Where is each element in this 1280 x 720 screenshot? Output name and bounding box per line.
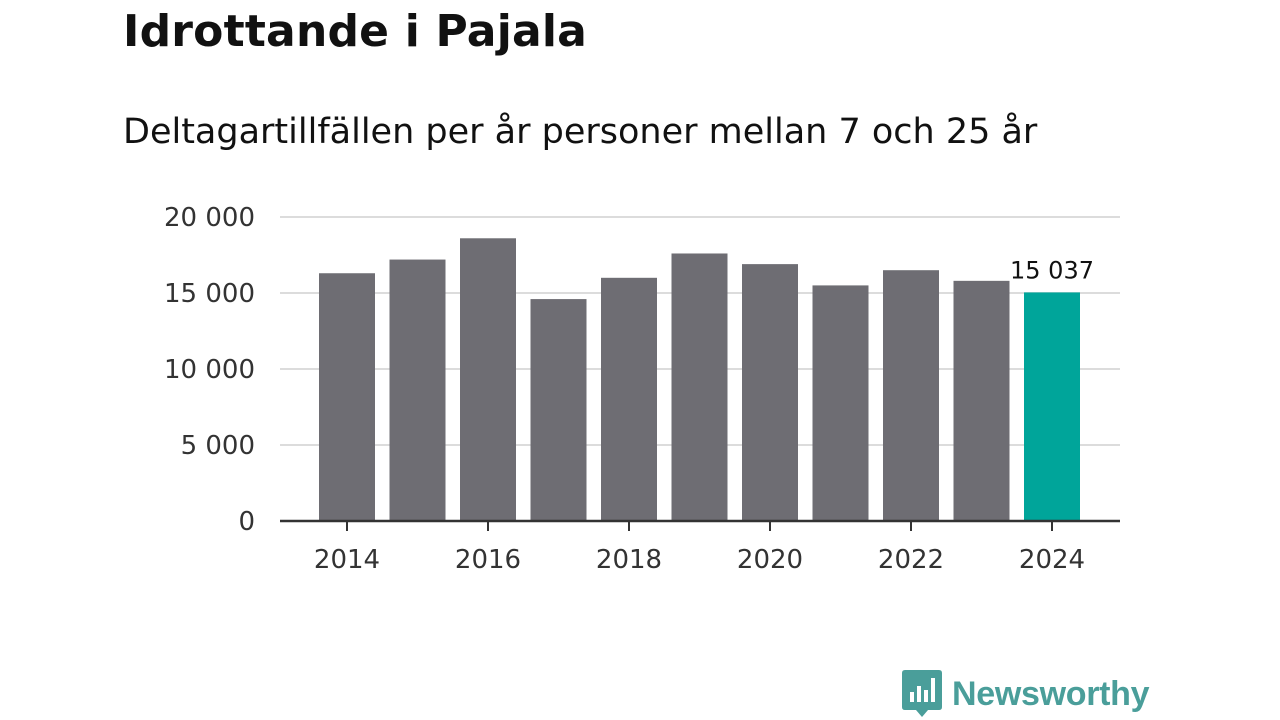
bar-2020 <box>742 264 798 521</box>
newsworthy-logo: Newsworthy <box>902 670 1150 718</box>
bars <box>319 238 1080 522</box>
bar-2015 <box>389 259 446 521</box>
y-tick-label: 20 000 <box>164 203 255 233</box>
bar-2016 <box>460 238 516 521</box>
bar-2024 <box>1024 292 1080 521</box>
bar-2023 <box>953 280 1010 521</box>
x-tick-label: 2014 <box>314 545 380 575</box>
bar-2021 <box>812 285 869 521</box>
data-label-2024: 15 037 <box>1010 256 1094 284</box>
x-tick-label: 2020 <box>737 545 803 575</box>
x-tick-label: 2016 <box>455 545 521 575</box>
x-tick-label: 2018 <box>596 545 662 575</box>
y-tick-label: 10 000 <box>164 355 255 385</box>
bar-chart-speech-bubble-icon <box>902 670 942 717</box>
y-tick-label: 0 <box>238 507 255 537</box>
bar-chart: 0 5 000 10 000 15 000 20 000 15 037 2014 2016 20… <box>164 203 1120 575</box>
y-tick-label: 5 000 <box>181 431 255 461</box>
bar-2017 <box>530 299 587 521</box>
x-tick-label: 2024 <box>1019 545 1085 575</box>
x-axis <box>280 519 1120 531</box>
bar-2019 <box>671 253 728 522</box>
bar-2014 <box>319 273 375 521</box>
chart-title: Idrottande i Pajala <box>123 6 588 57</box>
labels: 0 5 000 10 000 15 000 20 000 15 037 2014 2016 20… <box>164 203 1094 575</box>
bar-2022 <box>883 270 939 521</box>
brand-name: Newsworthy <box>952 674 1150 713</box>
y-tick-label: 15 000 <box>164 279 255 309</box>
x-tick-label: 2022 <box>878 545 944 575</box>
bar-2018 <box>601 277 657 521</box>
chart-subtitle: Deltagartillfällen per år personer mella… <box>123 112 1038 152</box>
